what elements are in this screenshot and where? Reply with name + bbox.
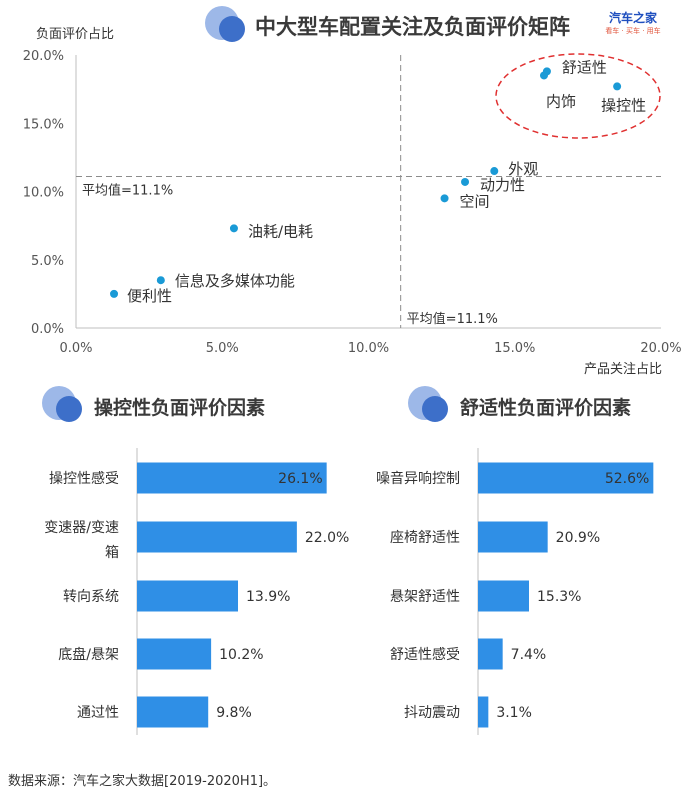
value-label: 15.3% [537, 589, 581, 605]
category-label: 抖动震动 [404, 705, 460, 721]
point-label: 外观 [508, 160, 538, 178]
category-label: 通过性 [77, 705, 119, 721]
bar-chart-1: 操控性感受 26.1% 变速器/变速箱 22.0% 转向系统 13.9% 底盘/悬架 10.2… [44, 448, 349, 735]
scatter-point [613, 82, 622, 91]
y-tick-label: 20.0% [23, 49, 64, 64]
value-label: 3.1% [496, 705, 532, 721]
y-tick-label: 15.0% [23, 117, 64, 132]
point-label: 动力性 [480, 176, 525, 194]
value-label: 20.9% [556, 530, 600, 546]
comfort-bar [478, 580, 529, 612]
scatter-point [540, 71, 548, 80]
bubble-icon [42, 386, 86, 426]
value-label: 22.0% [305, 530, 349, 546]
comfort-bar [478, 638, 503, 670]
value-label: 10.2% [219, 647, 263, 663]
x-tick-label: 10.0% [348, 341, 389, 356]
x-axis-label: 产品关注占比 [584, 362, 662, 377]
brand-tagline: 看车 · 买车 · 用车 [605, 27, 661, 35]
handling-bar [137, 696, 209, 728]
y-axis-label: 负面评价占比 [36, 27, 114, 42]
point-label: 操控性 [601, 96, 646, 114]
bubble-icon [205, 6, 249, 46]
category-label: 悬架舒适性 [390, 589, 460, 605]
y-tick-label: 5.0% [31, 254, 64, 269]
handling-bar [137, 638, 212, 670]
value-label: 13.9% [246, 589, 290, 605]
value-label: 26.1% [278, 471, 322, 487]
scatter-point [110, 289, 119, 298]
bar-chart-2-header: 舒适性负面评价因素 [408, 386, 631, 426]
point-label: 油耗/电耗 [248, 222, 313, 240]
highlight-ellipse [495, 53, 661, 139]
point-label: 便利性 [127, 287, 172, 305]
brand-logo: 汽车之家 看车 · 买车 · 用车 [603, 10, 663, 40]
category-label: 舒适性感受 [390, 646, 460, 663]
value-label: 7.4% [511, 647, 547, 663]
value-label: 52.6% [605, 471, 649, 487]
brand-name: 汽车之家 [608, 11, 657, 25]
handling-bar [137, 521, 297, 553]
bar-chart-1-header: 操控性负面评价因素 [42, 386, 265, 426]
point-label: 信息及多媒体功能 [175, 272, 295, 290]
y-tick-label: 10.0% [23, 186, 64, 201]
comfort-bar [478, 462, 654, 494]
source-note: 数据来源：汽车之家大数据[2019-2020H1]。 [8, 774, 277, 789]
category-label: 转向系统 [63, 589, 119, 605]
bubble-icon [408, 386, 452, 426]
avg-y-label: 平均值=11.1% [82, 182, 173, 198]
point-label: 内饰 [546, 92, 576, 110]
x-tick-label: 20.0% [640, 341, 681, 356]
header: 中大型车配置关注及负面评价矩阵 [205, 6, 570, 46]
point-label: 舒适性 [562, 58, 607, 76]
handling-bar [137, 580, 239, 612]
avg-x-label: 平均值=11.1% [407, 311, 498, 327]
bar-chart-2-title: 舒适性负面评价因素 [460, 396, 632, 419]
scatter-point [490, 167, 499, 176]
scatter-point [440, 194, 449, 203]
category-label: 底盘/悬架 [58, 646, 119, 663]
category-label: 变速器/变速箱 [44, 520, 119, 561]
page-title: 中大型车配置关注及负面评价矩阵 [255, 15, 570, 39]
bar-chart-1-title: 操控性负面评价因素 [94, 396, 266, 419]
scatter-point [156, 276, 165, 285]
y-tick-label: 0.0% [31, 322, 64, 337]
point-label: 空间 [460, 192, 490, 210]
category-label: 座椅舒适性 [390, 530, 460, 546]
category-label: 操控性感受 [49, 470, 119, 487]
category-label: 噪音异响控制 [376, 470, 460, 487]
comfort-bar [478, 521, 548, 553]
scatter-point [229, 224, 238, 233]
comfort-bar [478, 696, 489, 728]
x-tick-label: 0.0% [59, 341, 92, 356]
bar-chart-2: 噪音异响控制 52.6% 座椅舒适性 20.9% 悬架舒适性 15.3% 舒适性感受 7.4%… [376, 448, 654, 735]
x-tick-label: 5.0% [206, 341, 239, 356]
handling-bar [137, 462, 327, 494]
x-tick-label: 15.0% [494, 341, 535, 356]
value-label: 9.8% [216, 705, 252, 721]
scatter-point [461, 177, 470, 186]
